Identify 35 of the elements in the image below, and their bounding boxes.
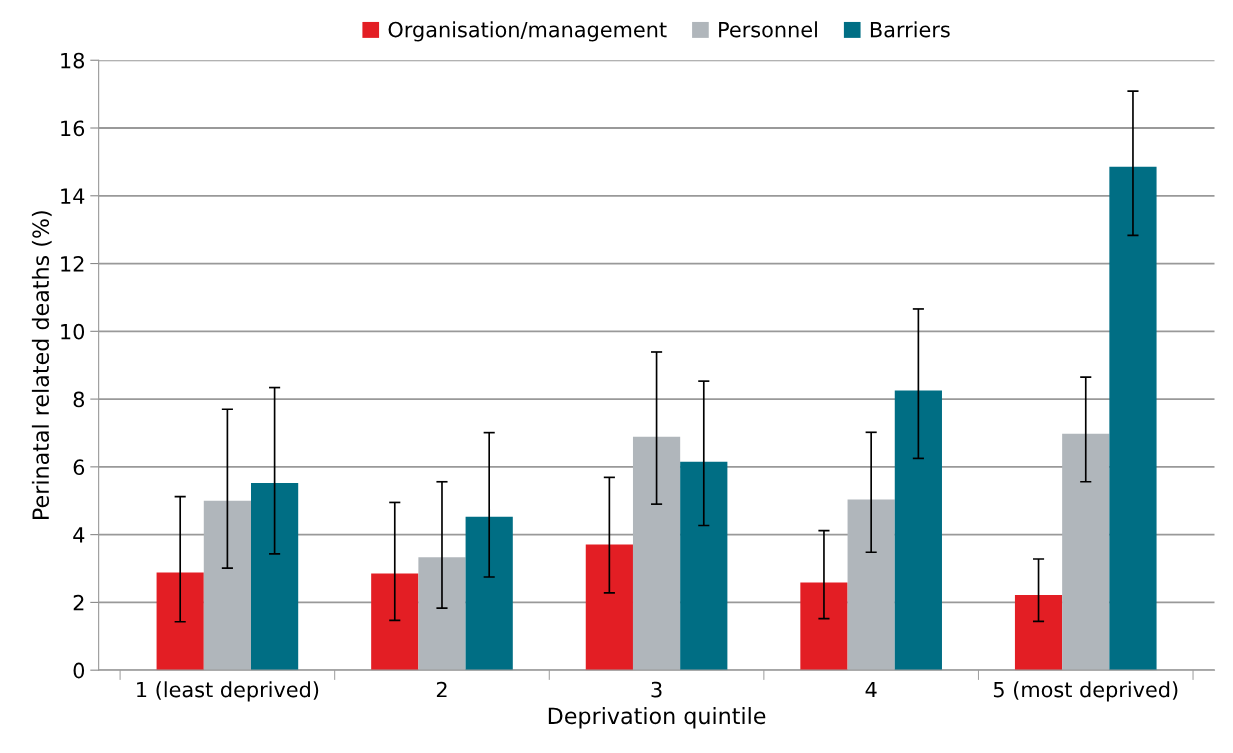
bar [632, 436, 681, 671]
y-tick-label: 8 [73, 391, 85, 408]
x-axis-title: Deprivation quintile [548, 707, 766, 729]
bar [585, 544, 633, 671]
bar [680, 461, 728, 671]
legend-label: Personnel [719, 21, 817, 38]
y-tick-label: 0 [73, 662, 85, 679]
bar [847, 499, 895, 671]
y-tick-label: 2 [73, 594, 84, 611]
bar [1109, 166, 1157, 671]
bar [1062, 433, 1110, 671]
y-tick-label: 16 [61, 120, 85, 137]
bar [251, 483, 299, 671]
y-tick-label: 4 [73, 527, 85, 543]
x-tick-label: 5 (most deprived) [993, 681, 1178, 702]
x-tick-label: 1 (least deprived) [137, 681, 319, 702]
x-tick-label: 2 [436, 681, 447, 698]
bar [800, 582, 848, 671]
y-tick-label: 10 [61, 323, 85, 340]
bar [203, 500, 251, 671]
bar [371, 573, 419, 671]
y-tick-label: 6 [73, 459, 85, 476]
legend-label: Barriers [870, 21, 950, 38]
bar [465, 516, 513, 671]
x-tick-label: 4 [865, 681, 877, 698]
y-axis-title: Perinatal related deaths (%) [31, 211, 52, 519]
bar [894, 390, 942, 671]
legend-label: Organisation/management [388, 21, 667, 42]
y-tick-label: 14 [61, 188, 85, 204]
x-tick-label: 3 [651, 681, 662, 698]
bar [156, 572, 204, 671]
y-tick-label: 18 [61, 52, 85, 69]
bar [1014, 594, 1063, 671]
bar [418, 557, 466, 671]
y-tick-label: 12 [61, 256, 84, 272]
